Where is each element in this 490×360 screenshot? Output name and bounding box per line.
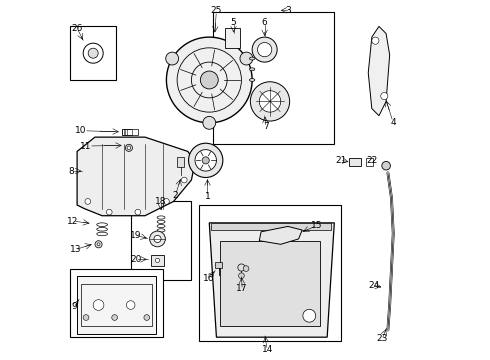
Text: 7: 7 <box>263 122 269 131</box>
Circle shape <box>83 315 89 320</box>
Bar <box>366 158 373 166</box>
Ellipse shape <box>249 68 255 71</box>
Text: 14: 14 <box>262 345 273 354</box>
Bar <box>131 202 192 280</box>
Text: 11: 11 <box>80 141 92 150</box>
Text: 1: 1 <box>205 192 210 201</box>
Bar <box>125 129 130 135</box>
Text: 25: 25 <box>211 6 222 15</box>
Circle shape <box>167 37 252 123</box>
Circle shape <box>240 52 253 65</box>
Circle shape <box>239 273 245 279</box>
Circle shape <box>164 199 169 204</box>
Circle shape <box>381 93 388 100</box>
Ellipse shape <box>249 57 255 60</box>
Text: 23: 23 <box>376 334 388 343</box>
Circle shape <box>259 91 281 112</box>
Polygon shape <box>209 223 334 337</box>
Circle shape <box>203 116 216 129</box>
Circle shape <box>250 82 290 121</box>
Circle shape <box>202 157 209 164</box>
Circle shape <box>258 42 272 57</box>
Bar <box>70 26 117 80</box>
Polygon shape <box>77 137 195 216</box>
Bar <box>122 129 126 135</box>
Text: 17: 17 <box>236 284 248 293</box>
Circle shape <box>112 315 118 320</box>
Circle shape <box>189 143 223 177</box>
Circle shape <box>195 150 217 171</box>
Text: 5: 5 <box>231 18 237 27</box>
Bar <box>213 12 334 144</box>
Bar <box>151 255 164 266</box>
Circle shape <box>83 43 103 63</box>
Circle shape <box>93 300 104 310</box>
Text: 10: 10 <box>75 126 86 135</box>
Bar <box>122 129 138 135</box>
Text: 9: 9 <box>72 302 77 311</box>
Bar <box>220 241 320 327</box>
Circle shape <box>144 315 149 320</box>
Polygon shape <box>259 226 302 244</box>
Circle shape <box>303 309 316 322</box>
Circle shape <box>166 52 178 65</box>
Text: 21: 21 <box>336 156 347 165</box>
Circle shape <box>200 71 218 89</box>
Circle shape <box>106 209 112 215</box>
Circle shape <box>95 241 102 248</box>
Text: 6: 6 <box>262 18 268 27</box>
Circle shape <box>97 243 100 246</box>
Text: 12: 12 <box>67 217 78 226</box>
Text: 4: 4 <box>391 118 396 127</box>
Text: 18: 18 <box>155 197 167 206</box>
Circle shape <box>127 146 131 150</box>
Polygon shape <box>368 26 390 116</box>
Bar <box>127 129 132 135</box>
Bar <box>198 205 342 341</box>
Ellipse shape <box>249 78 255 81</box>
Circle shape <box>181 177 187 183</box>
Text: 2: 2 <box>172 191 178 200</box>
Text: 19: 19 <box>130 231 142 240</box>
Text: 15: 15 <box>311 221 322 230</box>
Circle shape <box>85 199 91 204</box>
Circle shape <box>252 37 277 62</box>
Circle shape <box>125 144 132 152</box>
Text: 16: 16 <box>203 274 214 283</box>
Bar <box>211 223 331 230</box>
Circle shape <box>243 266 249 271</box>
Circle shape <box>149 231 165 247</box>
Circle shape <box>154 235 161 243</box>
Text: 13: 13 <box>70 245 81 254</box>
Text: 20: 20 <box>130 255 142 264</box>
Circle shape <box>372 37 379 44</box>
Circle shape <box>155 258 160 262</box>
Circle shape <box>88 48 98 58</box>
Text: 26: 26 <box>72 24 83 33</box>
Bar <box>215 262 222 268</box>
Circle shape <box>126 301 135 309</box>
Text: 8: 8 <box>69 167 74 176</box>
Text: 3: 3 <box>285 6 291 15</box>
Bar <box>348 158 361 166</box>
Bar <box>81 284 152 327</box>
Polygon shape <box>77 276 156 334</box>
Bar <box>177 157 184 167</box>
Circle shape <box>238 264 245 271</box>
Bar <box>70 269 163 337</box>
Text: 22: 22 <box>366 156 377 165</box>
Bar <box>225 28 240 48</box>
Text: 24: 24 <box>368 281 379 290</box>
Bar <box>123 129 128 135</box>
Circle shape <box>382 161 391 170</box>
Circle shape <box>135 209 141 215</box>
